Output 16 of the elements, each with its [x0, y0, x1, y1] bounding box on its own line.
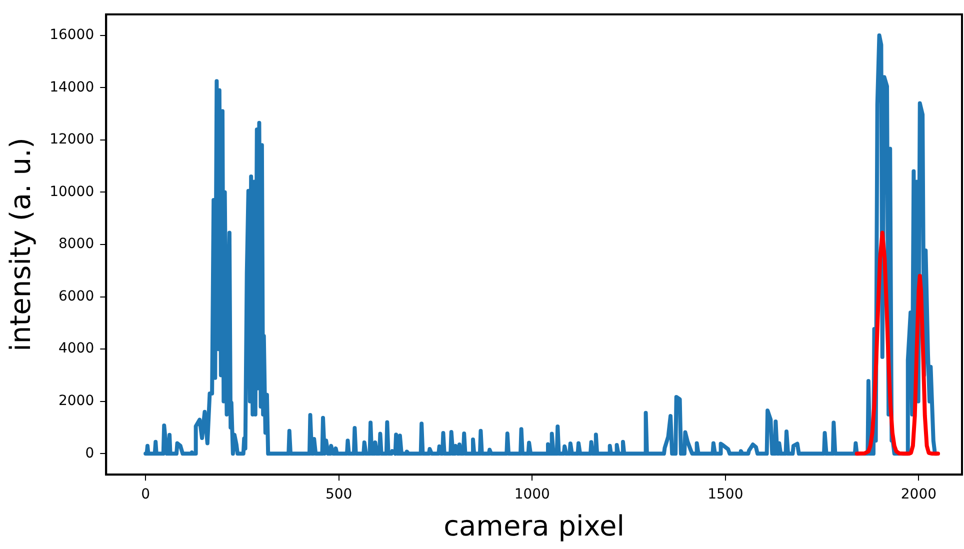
x-tick-label: 2000: [900, 486, 937, 503]
y-tick-label: 0: [85, 445, 94, 462]
x-tick-label: 500: [325, 486, 352, 503]
y-tick-label: 14000: [50, 79, 94, 96]
y-tick-label: 10000: [50, 184, 94, 200]
x-tick-label: 1500: [708, 486, 744, 503]
y-tick-label: 4000: [58, 340, 94, 357]
y-axis-title: intensity (a. u.): [4, 138, 38, 352]
y-tick-label: 6000: [58, 288, 94, 304]
x-tick-label: 1000: [514, 486, 550, 503]
x-tick-label: 0: [141, 486, 150, 503]
y-tick-label: 12000: [50, 132, 94, 148]
y-tick-label: 16000: [50, 26, 94, 43]
y-tick-label: 8000: [58, 236, 94, 252]
x-axis-title: camera pixel: [444, 509, 625, 542]
y-tick-label: 2000: [58, 393, 94, 410]
